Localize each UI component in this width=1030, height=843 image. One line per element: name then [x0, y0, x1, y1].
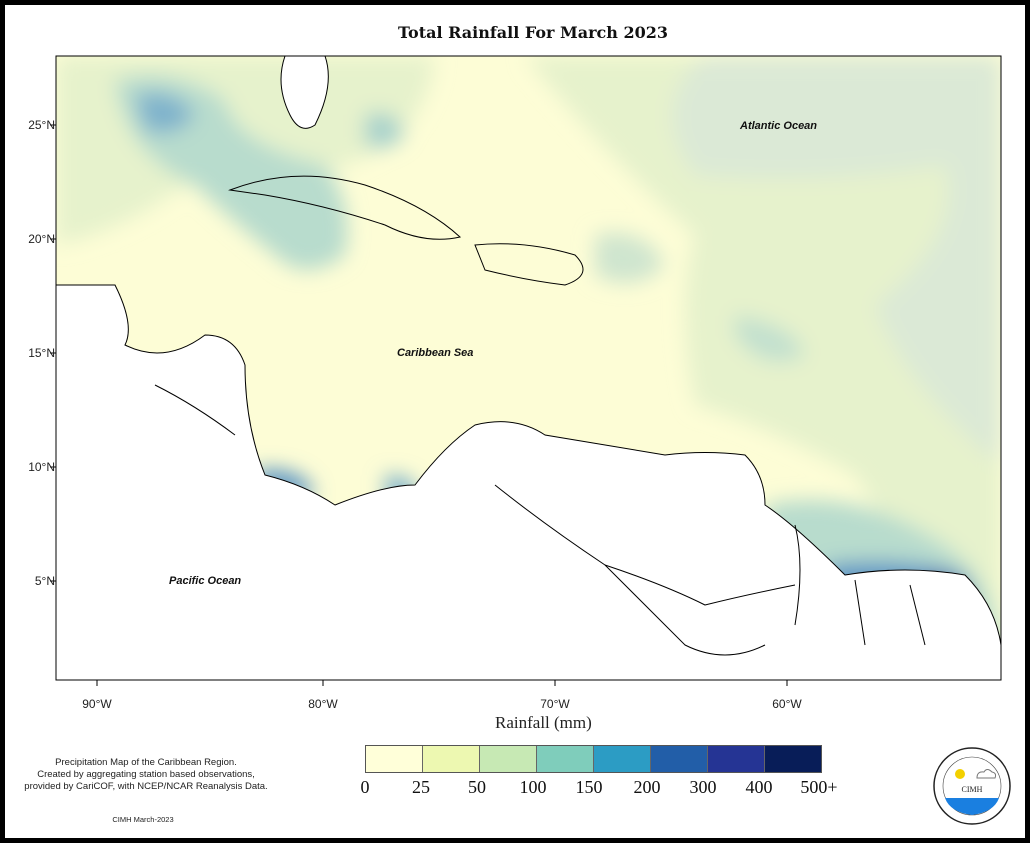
lat-label: 25°N [28, 118, 55, 132]
legend-swatch [423, 746, 480, 772]
lat-label: 15°N [28, 346, 55, 360]
note-line: provided by CariCOF, with NCEP/NCAR Rean… [24, 781, 268, 792]
map-frame [55, 55, 1002, 681]
lat-label: 10°N [28, 460, 55, 474]
legend-swatch [708, 746, 765, 772]
legend-swatch [537, 746, 594, 772]
florida [280, 56, 329, 129]
legend-tick: 400 [745, 777, 773, 797]
land-outlines [56, 56, 1001, 680]
note-line: Created by aggregating station based obs… [37, 769, 255, 780]
legend-tick: 200 [633, 777, 661, 797]
legend-tick: 300 [689, 777, 717, 797]
legend-tick: 100 [519, 777, 547, 797]
legend-tick: 50 [468, 777, 486, 797]
rainfall-map-figure: Total Rainfall For March 2023 [5, 5, 1025, 838]
legend-swatch [651, 746, 708, 772]
legend-swatch [765, 746, 821, 772]
water-icon [945, 798, 999, 815]
legend-tick: 25 [412, 777, 430, 797]
atlantic-ocean-label: Atlantic Ocean [740, 120, 818, 132]
cimh-logo: CIMH [933, 747, 1011, 825]
lon-label: 90°W [82, 697, 112, 711]
legend-tick: 150 [575, 777, 603, 797]
map-description: Precipitation Map of the Caribbean Regio… [5, 757, 287, 793]
lon-label: 70°W [540, 697, 570, 711]
pacific-ocean-label: Pacific Ocean [169, 575, 242, 587]
rainfall-map [50, 55, 1002, 686]
lat-label: 5°N [34, 574, 55, 588]
legend-tick: 0 [360, 777, 370, 797]
axis-ticks [50, 124, 788, 686]
legend-swatch [594, 746, 651, 772]
caribbean-sea-label: Caribbean Sea [397, 347, 474, 359]
legend-colorbar [365, 745, 822, 773]
credit-text: CIMH March-2023 [112, 815, 174, 824]
svg-text:CIMH: CIMH [962, 785, 983, 794]
sun-icon [955, 769, 965, 779]
legend-swatch [480, 746, 537, 772]
legend-swatch [366, 746, 423, 772]
lon-label: 80°W [308, 697, 338, 711]
map-title: Total Rainfall For March 2023 [397, 23, 668, 42]
note-line: Precipitation Map of the Caribbean Regio… [55, 757, 237, 768]
legend-title: Rainfall (mm) [495, 713, 592, 732]
lat-label: 20°N [28, 232, 55, 246]
lon-label: 60°W [772, 697, 802, 711]
cloud-icon [976, 769, 997, 779]
legend-tick: 500+ [800, 777, 838, 797]
country-borders [154, 384, 926, 656]
